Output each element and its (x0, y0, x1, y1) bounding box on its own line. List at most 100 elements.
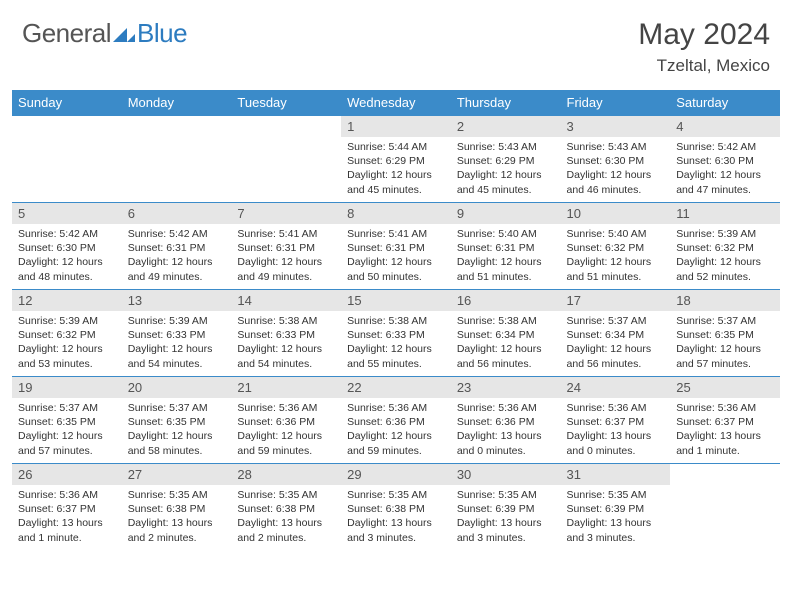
day-info: Sunrise: 5:36 AMSunset: 6:36 PMDaylight:… (451, 398, 561, 458)
calendar-row: 12Sunrise: 5:39 AMSunset: 6:32 PMDayligh… (12, 290, 780, 377)
day-number: 22 (341, 377, 451, 398)
day-number: 11 (670, 203, 780, 224)
day-info: Sunrise: 5:36 AMSunset: 6:37 PMDaylight:… (561, 398, 671, 458)
calendar-row: 26Sunrise: 5:36 AMSunset: 6:37 PMDayligh… (12, 464, 780, 551)
calendar-cell: 11Sunrise: 5:39 AMSunset: 6:32 PMDayligh… (670, 203, 780, 290)
weekday-header: Friday (561, 90, 671, 116)
day-number: 26 (12, 464, 122, 485)
day-info: Sunrise: 5:37 AMSunset: 6:35 PMDaylight:… (670, 311, 780, 371)
calendar-cell: 12Sunrise: 5:39 AMSunset: 6:32 PMDayligh… (12, 290, 122, 377)
calendar-cell: 9Sunrise: 5:40 AMSunset: 6:31 PMDaylight… (451, 203, 561, 290)
day-number: 31 (561, 464, 671, 485)
day-info: Sunrise: 5:37 AMSunset: 6:34 PMDaylight:… (561, 311, 671, 371)
weekday-header: Sunday (12, 90, 122, 116)
day-info: Sunrise: 5:39 AMSunset: 6:33 PMDaylight:… (122, 311, 232, 371)
calendar-cell: 1Sunrise: 5:44 AMSunset: 6:29 PMDaylight… (341, 116, 451, 203)
day-info: Sunrise: 5:36 AMSunset: 6:37 PMDaylight:… (670, 398, 780, 458)
day-number: 3 (561, 116, 671, 137)
day-number: 10 (561, 203, 671, 224)
day-info: Sunrise: 5:37 AMSunset: 6:35 PMDaylight:… (122, 398, 232, 458)
calendar-cell: 3Sunrise: 5:43 AMSunset: 6:30 PMDaylight… (561, 116, 671, 203)
day-info: Sunrise: 5:36 AMSunset: 6:36 PMDaylight:… (231, 398, 341, 458)
calendar-cell: 27Sunrise: 5:35 AMSunset: 6:38 PMDayligh… (122, 464, 232, 551)
day-info: Sunrise: 5:43 AMSunset: 6:29 PMDaylight:… (451, 137, 561, 197)
day-info: Sunrise: 5:36 AMSunset: 6:37 PMDaylight:… (12, 485, 122, 545)
day-number (12, 116, 122, 137)
day-number: 13 (122, 290, 232, 311)
calendar-cell: 21Sunrise: 5:36 AMSunset: 6:36 PMDayligh… (231, 377, 341, 464)
calendar-cell: 6Sunrise: 5:42 AMSunset: 6:31 PMDaylight… (122, 203, 232, 290)
day-info: Sunrise: 5:35 AMSunset: 6:38 PMDaylight:… (231, 485, 341, 545)
day-number: 15 (341, 290, 451, 311)
day-number: 29 (341, 464, 451, 485)
day-info: Sunrise: 5:42 AMSunset: 6:31 PMDaylight:… (122, 224, 232, 284)
day-number: 18 (670, 290, 780, 311)
day-info: Sunrise: 5:40 AMSunset: 6:32 PMDaylight:… (561, 224, 671, 284)
calendar-cell: 17Sunrise: 5:37 AMSunset: 6:34 PMDayligh… (561, 290, 671, 377)
day-info: Sunrise: 5:40 AMSunset: 6:31 PMDaylight:… (451, 224, 561, 284)
calendar-cell: 5Sunrise: 5:42 AMSunset: 6:30 PMDaylight… (12, 203, 122, 290)
calendar-cell: 7Sunrise: 5:41 AMSunset: 6:31 PMDaylight… (231, 203, 341, 290)
day-info: Sunrise: 5:35 AMSunset: 6:38 PMDaylight:… (122, 485, 232, 545)
calendar-cell: 10Sunrise: 5:40 AMSunset: 6:32 PMDayligh… (561, 203, 671, 290)
day-number: 20 (122, 377, 232, 398)
day-info: Sunrise: 5:42 AMSunset: 6:30 PMDaylight:… (12, 224, 122, 284)
calendar-cell: 18Sunrise: 5:37 AMSunset: 6:35 PMDayligh… (670, 290, 780, 377)
weekday-header: Tuesday (231, 90, 341, 116)
calendar-cell: 16Sunrise: 5:38 AMSunset: 6:34 PMDayligh… (451, 290, 561, 377)
page-title: May 2024 (638, 18, 770, 52)
day-info: Sunrise: 5:38 AMSunset: 6:34 PMDaylight:… (451, 311, 561, 371)
calendar-cell: 30Sunrise: 5:35 AMSunset: 6:39 PMDayligh… (451, 464, 561, 551)
day-number (670, 464, 780, 485)
weekday-header: Monday (122, 90, 232, 116)
calendar-cell: 8Sunrise: 5:41 AMSunset: 6:31 PMDaylight… (341, 203, 451, 290)
title-block: May 2024 Tzeltal, Mexico (638, 18, 770, 76)
calendar-cell: 19Sunrise: 5:37 AMSunset: 6:35 PMDayligh… (12, 377, 122, 464)
calendar-cell: 24Sunrise: 5:36 AMSunset: 6:37 PMDayligh… (561, 377, 671, 464)
day-info: Sunrise: 5:41 AMSunset: 6:31 PMDaylight:… (231, 224, 341, 284)
day-info: Sunrise: 5:38 AMSunset: 6:33 PMDaylight:… (341, 311, 451, 371)
day-number: 19 (12, 377, 122, 398)
calendar-cell: 26Sunrise: 5:36 AMSunset: 6:37 PMDayligh… (12, 464, 122, 551)
day-info: Sunrise: 5:39 AMSunset: 6:32 PMDaylight:… (12, 311, 122, 371)
day-number: 12 (12, 290, 122, 311)
calendar-cell: 23Sunrise: 5:36 AMSunset: 6:36 PMDayligh… (451, 377, 561, 464)
day-info: Sunrise: 5:35 AMSunset: 6:38 PMDaylight:… (341, 485, 451, 545)
day-number: 25 (670, 377, 780, 398)
day-info: Sunrise: 5:41 AMSunset: 6:31 PMDaylight:… (341, 224, 451, 284)
calendar-cell: 13Sunrise: 5:39 AMSunset: 6:33 PMDayligh… (122, 290, 232, 377)
day-number: 4 (670, 116, 780, 137)
calendar-row: 19Sunrise: 5:37 AMSunset: 6:35 PMDayligh… (12, 377, 780, 464)
day-number: 21 (231, 377, 341, 398)
header: General Blue May 2024 Tzeltal, Mexico (0, 0, 792, 84)
day-number: 14 (231, 290, 341, 311)
day-number: 7 (231, 203, 341, 224)
calendar-cell (231, 116, 341, 203)
day-number (122, 116, 232, 137)
day-info: Sunrise: 5:35 AMSunset: 6:39 PMDaylight:… (451, 485, 561, 545)
day-info: Sunrise: 5:35 AMSunset: 6:39 PMDaylight:… (561, 485, 671, 545)
day-number: 9 (451, 203, 561, 224)
day-number: 16 (451, 290, 561, 311)
day-number: 5 (12, 203, 122, 224)
day-info: Sunrise: 5:43 AMSunset: 6:30 PMDaylight:… (561, 137, 671, 197)
day-number: 8 (341, 203, 451, 224)
day-info: Sunrise: 5:36 AMSunset: 6:36 PMDaylight:… (341, 398, 451, 458)
location-label: Tzeltal, Mexico (638, 56, 770, 76)
weekday-header: Wednesday (341, 90, 451, 116)
day-number: 23 (451, 377, 561, 398)
day-number: 6 (122, 203, 232, 224)
day-number: 30 (451, 464, 561, 485)
day-number: 2 (451, 116, 561, 137)
day-number: 1 (341, 116, 451, 137)
calendar-row: 1Sunrise: 5:44 AMSunset: 6:29 PMDaylight… (12, 116, 780, 203)
day-number: 17 (561, 290, 671, 311)
calendar-cell: 20Sunrise: 5:37 AMSunset: 6:35 PMDayligh… (122, 377, 232, 464)
calendar-cell (670, 464, 780, 551)
day-info: Sunrise: 5:39 AMSunset: 6:32 PMDaylight:… (670, 224, 780, 284)
calendar-cell: 14Sunrise: 5:38 AMSunset: 6:33 PMDayligh… (231, 290, 341, 377)
day-number: 27 (122, 464, 232, 485)
calendar-table: SundayMondayTuesdayWednesdayThursdayFrid… (12, 90, 780, 551)
day-info: Sunrise: 5:38 AMSunset: 6:33 PMDaylight:… (231, 311, 341, 371)
day-info: Sunrise: 5:42 AMSunset: 6:30 PMDaylight:… (670, 137, 780, 197)
